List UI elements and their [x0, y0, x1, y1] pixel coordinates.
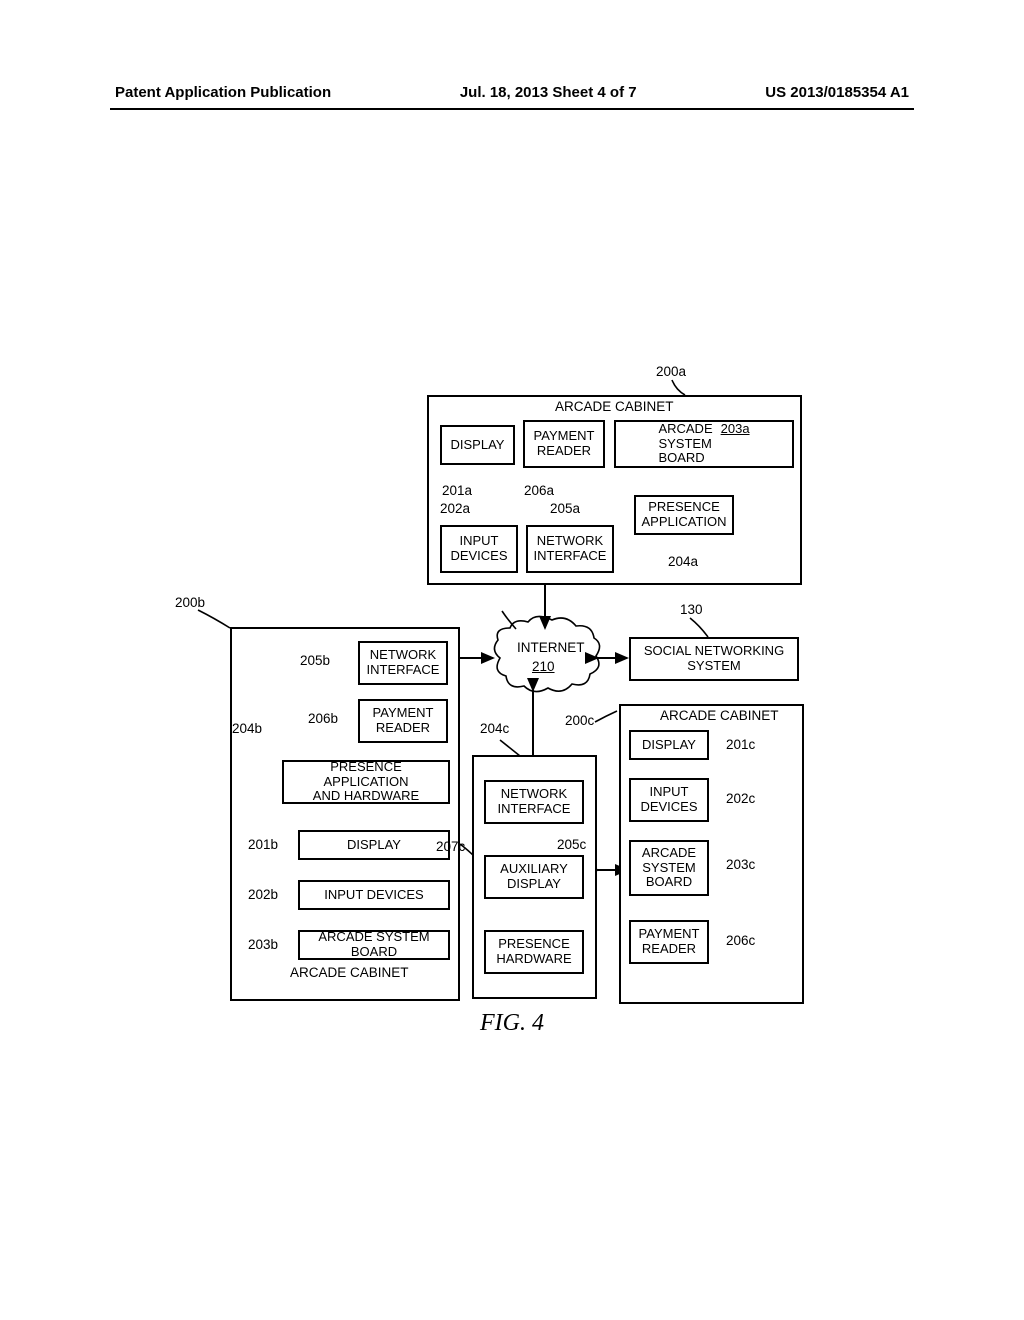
ref-202b: 202b [248, 888, 278, 903]
a-asb-label: ARCADE SYSTEM BOARD [658, 422, 712, 467]
c-asb-box: ARCADE SYSTEM BOARD [629, 840, 709, 896]
ref-207c: 207c [436, 840, 465, 855]
b-netif-box: NETWORK INTERFACE [358, 641, 448, 685]
c-pres-box: PRESENCE HARDWARE [484, 930, 584, 974]
a-asb-ref: 203a [721, 422, 750, 437]
ref-205c: 205c [557, 838, 586, 853]
ref-200b: 200b [175, 596, 205, 611]
ref-201c: 201c [726, 738, 755, 753]
ref-204a: 204a [668, 555, 698, 570]
a-asb-box: ARCADE SYSTEM BOARD 203a [614, 420, 794, 468]
ref-201a: 201a [442, 484, 472, 499]
ref-201b: 201b [248, 838, 278, 853]
ref-130: 130 [680, 603, 703, 618]
c-input-box: INPUT DEVICES [629, 778, 709, 822]
sns-box: SOCIAL NETWORKING SYSTEM [629, 637, 799, 681]
ref-200a: 200a [656, 365, 686, 380]
b-asb-box: ARCADE SYSTEM BOARD [298, 930, 450, 960]
c-display-box: DISPLAY [629, 730, 709, 760]
connectors-layer [0, 0, 1024, 1320]
ref-203c: 203c [726, 858, 755, 873]
c-payment-box: PAYMENT READER [629, 920, 709, 964]
ref-202a: 202a [440, 502, 470, 517]
b-presence-box: PRESENCE APPLICATION AND HARDWARE [282, 760, 450, 804]
figure-caption: FIG. 4 [480, 1010, 544, 1037]
a-netif-box: NETWORK INTERFACE [526, 525, 614, 573]
cloud-ref-210: 210 [532, 660, 555, 675]
cabinet-a-title: ARCADE CABINET [555, 400, 674, 415]
a-display-box: DISPLAY [440, 425, 515, 465]
ref-205a: 205a [550, 502, 580, 517]
c-netif-box: NETWORK INTERFACE [484, 780, 584, 824]
b-display-box: DISPLAY [298, 830, 450, 860]
ref-203b: 203b [248, 938, 278, 953]
ref-204c: 204c [480, 722, 509, 737]
cloud-label-internet: INTERNET [517, 641, 585, 656]
c-aux-box: AUXILIARY DISPLAY [484, 855, 584, 899]
cabinet-b-title: ARCADE CABINET [290, 966, 409, 981]
a-payment-box: PAYMENT READER [523, 420, 605, 468]
a-input-box: INPUT DEVICES [440, 525, 518, 573]
page-root: Patent Application Publication Jul. 18, … [0, 0, 1024, 1320]
ref-206b: 206b [308, 712, 338, 727]
ref-206a: 206a [524, 484, 554, 499]
ref-205b: 205b [300, 654, 330, 669]
ref-202c: 202c [726, 792, 755, 807]
ref-204b: 204b [232, 722, 262, 737]
cabinet-c-title: ARCADE CABINET [660, 709, 779, 724]
a-presence-box: PRESENCE APPLICATION [634, 495, 734, 535]
ref-200c: 200c [565, 714, 594, 729]
b-payment-box: PAYMENT READER [358, 699, 448, 743]
b-input-box: INPUT DEVICES [298, 880, 450, 910]
ref-206c: 206c [726, 934, 755, 949]
